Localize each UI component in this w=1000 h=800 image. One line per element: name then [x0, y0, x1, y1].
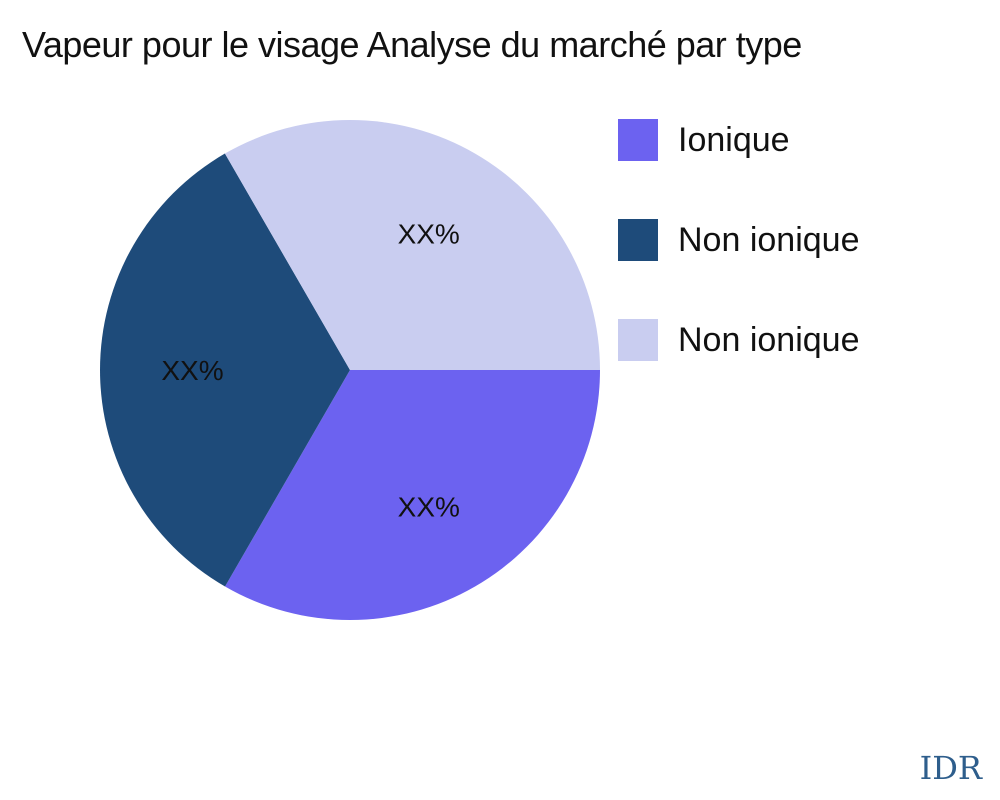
- pie-slice-0-ionique[interactable]: [225, 370, 601, 620]
- legend-swatch-non-ionique-2: [618, 319, 658, 361]
- legend-item-non-ionique-2[interactable]: Non ionique: [618, 319, 859, 361]
- legend-label-ionique: Ionique: [678, 120, 790, 159]
- pie-slice-label-0: XX%: [398, 491, 460, 522]
- watermark-idr: IDR: [919, 749, 982, 787]
- legend-label-non-ionique-1: Non ionique: [678, 220, 860, 259]
- legend-label-non-ionique-2: Non ionique: [678, 320, 860, 359]
- pie-slice-label-1: XX%: [161, 355, 223, 386]
- legend-swatch-non-ionique-1: [618, 219, 658, 261]
- pie-slice-1-non-ionique[interactable]: [100, 153, 351, 587]
- legend-item-ionique[interactable]: Ionique: [618, 119, 859, 161]
- pie-slice-2-non-ionique[interactable]: [224, 120, 600, 370]
- legend-item-non-ionique-1[interactable]: Non ionique: [618, 219, 859, 261]
- pie-slice-label-2: XX%: [398, 219, 460, 250]
- chart-title: Vapeur pour le visage Analyse du marché …: [22, 24, 802, 65]
- legend-swatch-ionique: [618, 119, 658, 161]
- legend: Ionique Non ionique Non ionique: [618, 119, 859, 419]
